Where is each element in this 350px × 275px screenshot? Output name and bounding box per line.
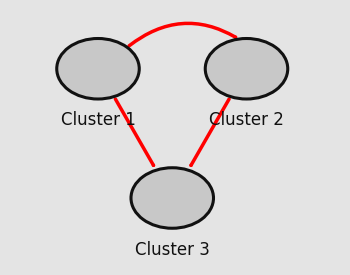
FancyArrowPatch shape — [129, 23, 236, 46]
Ellipse shape — [131, 168, 214, 228]
Text: Cluster 3: Cluster 3 — [135, 241, 210, 258]
Ellipse shape — [205, 39, 288, 99]
Text: Cluster 1: Cluster 1 — [61, 111, 135, 129]
FancyArrowPatch shape — [116, 99, 154, 165]
Ellipse shape — [57, 39, 139, 99]
FancyArrowPatch shape — [191, 99, 229, 165]
Text: Cluster 2: Cluster 2 — [209, 111, 284, 129]
